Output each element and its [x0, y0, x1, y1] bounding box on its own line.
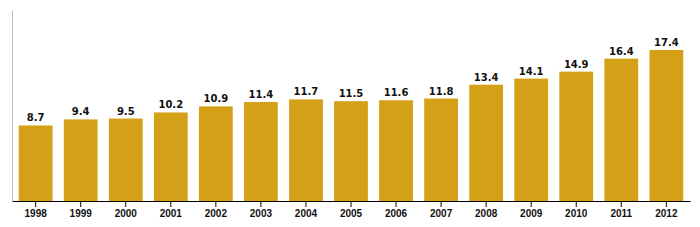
- x-tick: 2000: [115, 201, 138, 219]
- x-tick-label: 2000: [115, 208, 138, 219]
- x-tick-mark: [621, 201, 622, 207]
- x-tick-mark: [170, 201, 171, 207]
- bar: [154, 112, 188, 201]
- x-tick-label: 2007: [430, 208, 453, 219]
- x-tick-label: 2009: [520, 208, 543, 219]
- bar: [64, 119, 98, 201]
- x-tick-label: 2008: [475, 208, 498, 219]
- x-tick-mark: [305, 201, 306, 207]
- x-axis: 1998 1999 2000 2001 2002 2003 2004 2005 2006 2007…: [13, 201, 691, 219]
- bar: [109, 119, 143, 201]
- x-tick: 2007: [430, 201, 453, 219]
- x-tick-mark: [260, 201, 261, 207]
- x-tick-label: 2010: [565, 208, 588, 219]
- x-tick-mark: [215, 201, 216, 207]
- x-tick-mark: [441, 201, 442, 207]
- x-tick-label: 1998: [25, 208, 48, 219]
- x-tick-mark: [351, 201, 352, 207]
- x-tick-label: 2011: [610, 208, 632, 219]
- data-label: 10.9: [204, 93, 229, 104]
- data-label: 11.4: [249, 89, 274, 100]
- x-tick-mark: [80, 201, 81, 207]
- bar: [559, 72, 593, 201]
- x-tick-label: 2003: [250, 208, 273, 219]
- data-label: 10.2: [158, 99, 183, 110]
- bar: [604, 59, 638, 201]
- x-tick: 2009: [520, 201, 543, 219]
- x-tick: 2001: [160, 201, 183, 219]
- x-tick-mark: [35, 201, 36, 207]
- x-tick-mark: [576, 201, 577, 207]
- data-label: 8.7: [27, 112, 45, 123]
- data-label: 9.4: [72, 106, 90, 117]
- bar: [379, 100, 413, 201]
- data-label: 9.5: [117, 106, 135, 117]
- data-label: 13.4: [474, 72, 499, 83]
- x-tick-label: 2004: [295, 208, 318, 219]
- data-label: 17.4: [654, 37, 679, 48]
- x-tick-mark: [486, 201, 487, 207]
- x-tick: 2002: [205, 201, 228, 219]
- x-tick-mark: [125, 201, 126, 207]
- data-label: 16.4: [609, 46, 634, 57]
- data-label: 14.1: [519, 66, 544, 77]
- x-tick: 2006: [385, 201, 408, 219]
- bar: [649, 50, 683, 201]
- x-tick: 2011: [610, 201, 632, 219]
- x-tick-label: 2002: [205, 208, 228, 219]
- bar: [334, 101, 368, 201]
- bar: [289, 99, 323, 201]
- plot: 8.7 9.4 9.5 10.2 10.9 11.4 11.7 11.5 11.6 11.8 13.…: [13, 11, 691, 220]
- x-tick: 2003: [250, 201, 273, 219]
- x-tick-mark: [666, 201, 667, 207]
- y-axis-line: [12, 11, 13, 202]
- x-tick-label: 2001: [160, 208, 183, 219]
- x-tick: 2004: [295, 201, 318, 219]
- x-tick: 2010: [565, 201, 588, 219]
- data-label: 14.9: [564, 59, 589, 70]
- bar: [469, 85, 503, 201]
- bar: [514, 79, 548, 201]
- y-axis: [12, 11, 13, 202]
- x-tick-label: 2006: [385, 208, 408, 219]
- data-label: 11.7: [294, 86, 319, 97]
- bar: [424, 99, 458, 201]
- chart: 8.7 9.4 9.5 10.2 10.9 11.4 11.7 11.5 11.6 11.8 13.…: [0, 0, 700, 227]
- x-tick: 2012: [655, 201, 678, 219]
- x-tick-label: 2005: [340, 208, 363, 219]
- x-tick: 1999: [70, 201, 93, 219]
- x-tick-mark: [396, 201, 397, 207]
- data-label: 11.5: [339, 88, 364, 99]
- bar: [199, 106, 233, 201]
- x-tick-label: 1999: [70, 208, 93, 219]
- x-tick: 2008: [475, 201, 498, 219]
- x-tick: 1998: [25, 201, 48, 219]
- data-labels: 8.7 9.4 9.5 10.2 10.9 11.4 11.7 11.5 11.6 11.8 13.…: [27, 37, 679, 124]
- x-tick-label: 2012: [655, 208, 678, 219]
- bar: [19, 125, 53, 201]
- x-tick-mark: [531, 201, 532, 207]
- bars: [19, 50, 683, 201]
- data-label: 11.6: [384, 87, 409, 98]
- data-label: 11.8: [429, 86, 454, 97]
- x-tick: 2005: [340, 201, 363, 219]
- bar: [244, 102, 278, 201]
